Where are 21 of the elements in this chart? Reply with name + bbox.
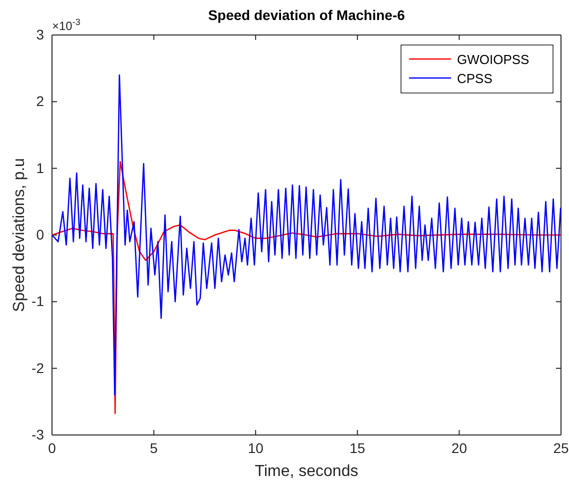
text: ×10$^{-3}$ <box>52 17 80 33</box>
line-series <box>52 161 561 414</box>
y-tick-label: -3 <box>32 426 44 442</box>
y-tick-label: -2 <box>32 360 44 376</box>
x-tick-label: 10 <box>248 440 264 456</box>
y-tick-label: 0 <box>36 226 44 242</box>
x-axis-title: Time, seconds <box>254 463 358 480</box>
y-axis-title: Speed deviations, p.u <box>11 158 28 312</box>
y-tick-label: 2 <box>36 93 44 110</box>
legend-label: GWOIOPSS <box>457 52 530 67</box>
x-tick-label: 5 <box>150 440 158 456</box>
x-tick-label: 0 <box>48 440 56 456</box>
y-tick-label: 3 <box>36 26 44 42</box>
x-tick-label: 20 <box>451 440 468 456</box>
chart-title: Speed deviation of Machine-6 <box>208 7 406 23</box>
line-series <box>52 74 561 396</box>
y-tick-label: 1 <box>36 160 44 176</box>
x-tick-label: 25 <box>553 440 569 456</box>
legend-label: CPSS <box>457 71 493 86</box>
x-tick-label: 15 <box>350 440 366 456</box>
y-tick-label: -1 <box>32 293 44 310</box>
